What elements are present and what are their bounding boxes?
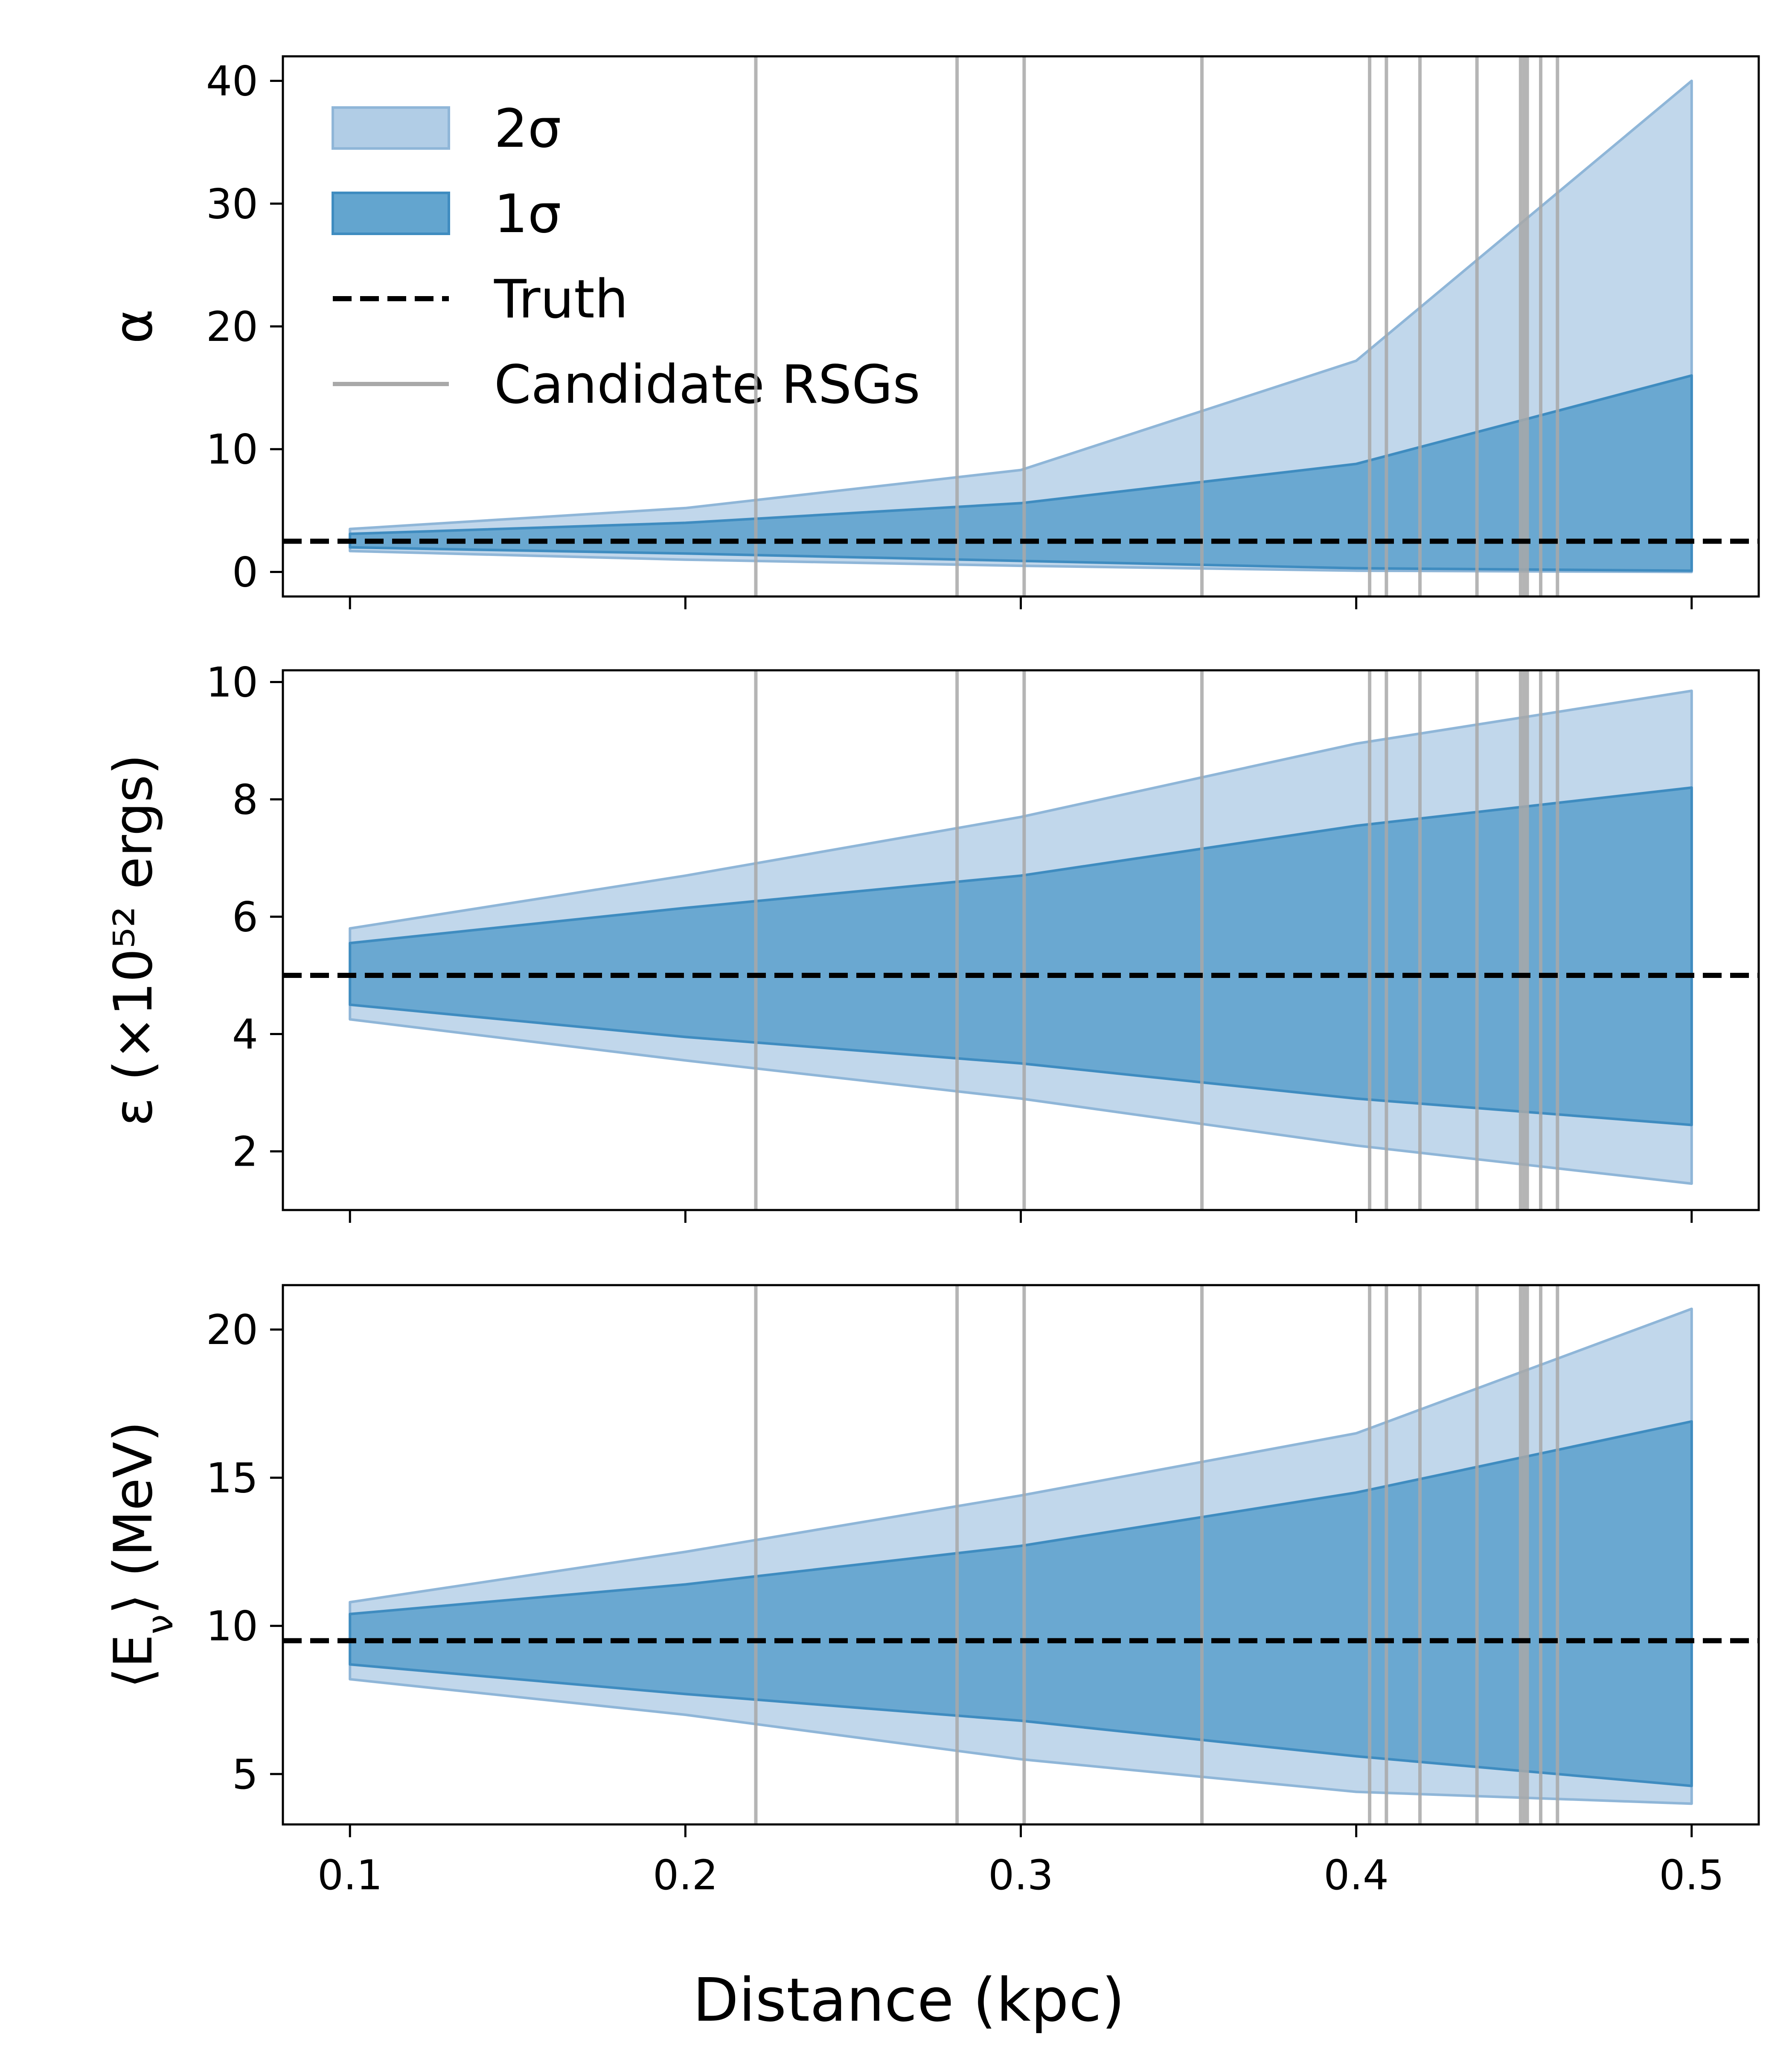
y-tick-label: 4: [232, 1011, 258, 1059]
y-axis-label: ⟨Eν⟩ (MeV): [103, 1421, 181, 1688]
x-tick-label: 0.3: [988, 1851, 1053, 1899]
panel-alpha: 0 10 20 30 40 α: [103, 55, 1760, 609]
y-tick-label: 5: [232, 1751, 258, 1798]
x-axis-label: Distance (kpc): [693, 1966, 1125, 2035]
y-tick-label: 30: [206, 180, 258, 228]
y-tick-label: 0: [232, 548, 258, 596]
x-tick-label: 0.5: [1659, 1851, 1724, 1899]
y-tick-label: 10: [206, 1603, 258, 1650]
legend-swatch-1sigma: [332, 192, 450, 235]
band-1sigma: [349, 374, 1693, 572]
plot-area: [283, 670, 1759, 1210]
y-axis-label: α: [103, 309, 164, 344]
y-axis-label-part: ⟩ (MeV): [103, 1421, 164, 1615]
y-tick-label: 20: [206, 303, 258, 351]
y-tick-label: 10: [206, 659, 258, 707]
y-axis-label-sub: ν: [139, 1615, 181, 1635]
y-tick-label: 10: [206, 426, 258, 474]
y-tick-label: 6: [232, 893, 258, 941]
x-tick-label: 0.2: [653, 1851, 718, 1899]
plot-area: [283, 56, 1759, 596]
y-tick-label: 15: [206, 1454, 258, 1502]
x-tick-label: 0.1: [317, 1851, 383, 1899]
legend-swatch-2sigma: [332, 106, 450, 150]
panel-epsilon: 2 4 6 8 10 ε (×10⁵² ergs): [103, 659, 1760, 1223]
plot-area: [283, 1285, 1759, 1824]
legend-label: Candidate RSGs: [494, 354, 920, 416]
y-tick-label: 8: [232, 776, 258, 824]
y-tick-label: 40: [206, 58, 258, 105]
band-1sigma: [349, 1420, 1693, 1787]
y-tick-label: 2: [232, 1128, 258, 1176]
x-tick-label: 0.4: [1324, 1851, 1389, 1899]
y-tick-label: 20: [206, 1306, 258, 1354]
panel-mean-energy: 5 10 15 20 0.1 0.2 0.3 0.4 0.5 ⟨Eν⟩ (MeV): [103, 1284, 1760, 1899]
band-1sigma: [349, 786, 1693, 1126]
legend-label: 1σ: [494, 183, 561, 245]
legend: 2σ 1σ Truth Candidate RSGs: [332, 98, 920, 416]
y-axis-label: ε (×10⁵² ergs): [103, 754, 164, 1126]
legend-label: 2σ: [494, 98, 561, 160]
y-axis-label-part: ⟨E: [103, 1634, 164, 1688]
legend-label: Truth: [494, 269, 628, 330]
